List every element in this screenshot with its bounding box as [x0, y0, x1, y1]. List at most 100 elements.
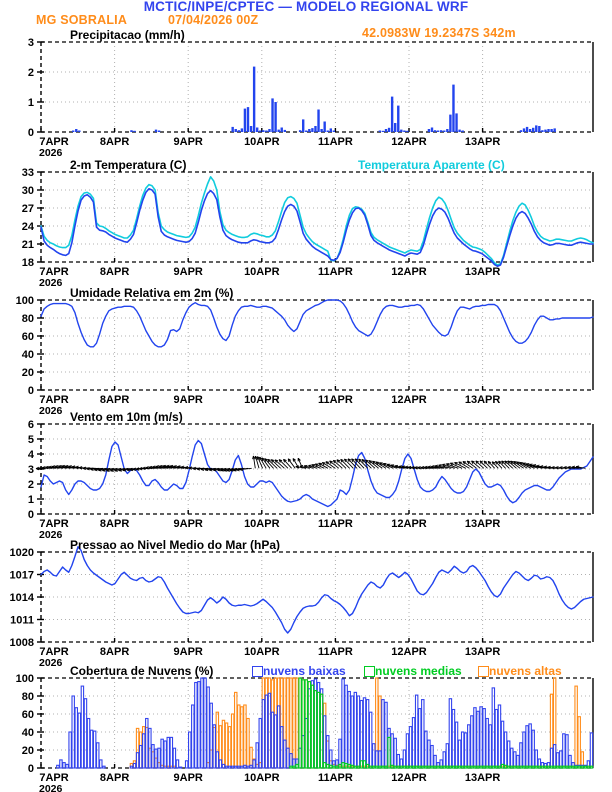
panel-title-precipitation: Precipitacao (mm/h) — [70, 28, 185, 42]
svg-text:60: 60 — [22, 709, 34, 721]
wind-barbs — [35, 455, 586, 472]
panel-title-pressure: Pressao ao Nivel Medio do Mar (hPa) — [70, 538, 281, 552]
chart-temperature: 18 21 24 27 30 33 7APR 8APR 9APR 10APR 11APR 12APR 1… — [22, 167, 594, 286]
svg-text:1008: 1008 — [10, 637, 34, 649]
svg-text:7APR: 7APR — [39, 394, 68, 406]
svg-text:12APR: 12APR — [391, 518, 427, 530]
svg-text:8APR: 8APR — [100, 266, 129, 278]
svg-text:20: 20 — [22, 745, 34, 757]
svg-text:11APR: 11APR — [318, 136, 353, 148]
page-title: MCTIC/INPE/CPTEC — MODELO REGIONAL WRF — [143, 0, 469, 14]
svg-text:10APR: 10APR — [244, 394, 280, 406]
svg-text:7APR: 7APR — [39, 772, 68, 784]
legend-swatch-low-clouds — [252, 666, 263, 677]
svg-text:2026: 2026 — [39, 405, 63, 414]
svg-text:1014: 1014 — [10, 592, 35, 604]
chart-clouds: 0 20 40 60 80 100 7APR 8APR 9APR 10APR 11APR 12APR 1… — [16, 673, 594, 792]
svg-text:10APR: 10APR — [244, 772, 280, 784]
svg-text:12APR: 12APR — [391, 266, 427, 278]
svg-text:9APR: 9APR — [174, 394, 203, 406]
svg-text:2026: 2026 — [39, 657, 63, 666]
svg-text:11APR: 11APR — [318, 266, 353, 278]
svg-text:0: 0 — [28, 385, 34, 397]
svg-text:13APR: 13APR — [465, 394, 501, 406]
svg-text:8APR: 8APR — [100, 772, 129, 784]
svg-text:1020: 1020 — [10, 547, 34, 559]
svg-text:11APR: 11APR — [318, 772, 353, 784]
svg-text:9APR: 9APR — [174, 646, 203, 658]
panel-title-clouds: Cobertura de Nuvens (%) — [70, 664, 214, 678]
svg-text:3: 3 — [28, 37, 34, 49]
svg-text:7APR: 7APR — [39, 266, 68, 278]
svg-text:13APR: 13APR — [465, 266, 501, 278]
svg-text:80: 80 — [22, 313, 34, 325]
chart-precipitation: 0 1 2 3 7APR 8APR 9APR 10APR 11APR 12APR 13APR 2026 — [28, 37, 594, 156]
chart-pressure: 1008 1011 1014 1017 1020 7APR 8APR 9APR 10APR 11A… — [10, 546, 594, 666]
svg-text:12APR: 12APR — [391, 394, 427, 406]
legend-swatch-mid-clouds — [364, 666, 375, 677]
panel-humidity: Umidade Relativa em 2m (%) 0 20 40 60 80 100 7… — [0, 286, 612, 414]
svg-text:9APR: 9APR — [174, 266, 203, 278]
svg-text:2: 2 — [28, 479, 34, 491]
svg-text:2026: 2026 — [39, 529, 63, 538]
svg-text:40: 40 — [22, 727, 34, 739]
svg-text:11APR: 11APR — [318, 518, 353, 530]
svg-text:18: 18 — [22, 257, 34, 269]
station-coordinates: 42.0983W 19.2347S 342m — [362, 26, 516, 40]
svg-text:1: 1 — [28, 494, 34, 506]
panel-wind: Vento em 10m (m/s) 0 1 2 3 4 5 6 7APR 8APR 9APR 10… — [0, 410, 612, 538]
panel-pressure: Pressao ao Nivel Medio do Mar (hPa) 1008… — [0, 538, 612, 666]
station-name: MG SOBRALIA — [36, 13, 128, 27]
svg-text:5: 5 — [28, 434, 34, 446]
svg-text:60: 60 — [22, 331, 34, 343]
chart-humidity: 0 20 40 60 80 100 7APR 8APR 9APR 10APR 11APR 12APR 1… — [16, 295, 594, 414]
svg-text:20: 20 — [22, 367, 34, 379]
svg-text:3: 3 — [28, 464, 34, 476]
svg-text:11APR: 11APR — [318, 394, 353, 406]
svg-text:27: 27 — [22, 203, 34, 215]
panel-title-humidity: Umidade Relativa em 2m (%) — [70, 286, 234, 300]
panel-title-temperature: 2-m Temperatura (C) — [70, 158, 187, 172]
svg-text:1011: 1011 — [10, 615, 34, 627]
svg-text:30: 30 — [22, 185, 34, 197]
svg-text:100: 100 — [16, 673, 34, 685]
panel-title-wind: Vento em 10m (m/s) — [70, 410, 183, 424]
svg-text:2026: 2026 — [39, 147, 63, 156]
legend-low-clouds: nuvens baixas — [263, 664, 346, 678]
svg-text:1: 1 — [28, 97, 34, 109]
svg-text:8APR: 8APR — [100, 136, 129, 148]
svg-text:13APR: 13APR — [465, 518, 501, 530]
run-datetime: 07/04/2026 00Z — [168, 13, 259, 27]
panel-temperature: 2-m Temperatura (C) Temperatura Aparente… — [0, 158, 612, 286]
svg-text:0: 0 — [28, 763, 34, 775]
svg-text:12APR: 12APR — [391, 646, 427, 658]
legend-swatch-high-clouds — [478, 666, 489, 677]
svg-text:12APR: 12APR — [391, 136, 427, 148]
svg-text:6: 6 — [28, 419, 34, 431]
svg-text:7APR: 7APR — [39, 136, 68, 148]
chart-wind: 0 1 2 3 4 5 6 7APR 8APR 9APR 10APR 11APR 12APR 13APR 2… — [28, 419, 594, 538]
svg-text:1017: 1017 — [10, 570, 34, 582]
svg-text:80: 80 — [22, 691, 34, 703]
svg-text:10APR: 10APR — [244, 266, 280, 278]
svg-text:10APR: 10APR — [244, 518, 280, 530]
panel-clouds: Cobertura de Nuvens (%) nuvens baixas nu… — [0, 664, 612, 792]
legend-high-clouds: nuvens altas — [489, 664, 562, 678]
svg-text:9APR: 9APR — [174, 136, 203, 148]
svg-text:4: 4 — [28, 449, 35, 461]
svg-text:7APR: 7APR — [39, 518, 68, 530]
svg-text:13APR: 13APR — [465, 772, 501, 784]
svg-text:8APR: 8APR — [100, 646, 129, 658]
svg-text:13APR: 13APR — [465, 646, 501, 658]
svg-text:8APR: 8APR — [100, 394, 129, 406]
svg-text:0: 0 — [28, 127, 34, 139]
svg-text:10APR: 10APR — [244, 646, 280, 658]
svg-text:2: 2 — [28, 67, 34, 79]
svg-text:13APR: 13APR — [465, 136, 501, 148]
svg-text:24: 24 — [22, 221, 35, 233]
svg-text:9APR: 9APR — [174, 518, 203, 530]
svg-text:12APR: 12APR — [391, 772, 427, 784]
svg-text:7APR: 7APR — [39, 646, 68, 658]
svg-text:21: 21 — [22, 239, 34, 251]
svg-text:11APR: 11APR — [318, 646, 353, 658]
